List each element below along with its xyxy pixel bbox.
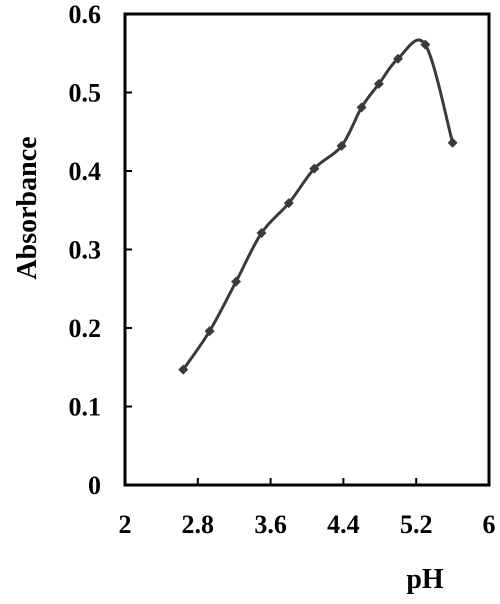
data-point (373, 78, 384, 89)
axes: 0 0.1 0.2 0.3 0.4 0.5 0.6 2 2.8 3.6 4.4 5.2 6 (69, 0, 496, 539)
x-tick-label: 5.2 (400, 510, 433, 539)
data-point (204, 326, 215, 337)
x-tick-label: 2 (119, 510, 132, 539)
data-point (231, 276, 242, 287)
x-tick-label: 4.4 (327, 510, 360, 539)
data-point (309, 163, 320, 174)
data-point (336, 140, 347, 151)
y-tick-label: 0 (88, 471, 101, 500)
y-tick-label: 0.1 (69, 393, 102, 422)
x-axis-title: pH (406, 564, 444, 595)
y-tick-label: 0.6 (69, 0, 102, 29)
x-tick-label: 2.8 (182, 510, 215, 539)
y-axis-title: Absorbance (12, 136, 43, 279)
data-point (393, 53, 403, 64)
y-tick-label: 0.4 (69, 157, 102, 186)
data-point (447, 137, 458, 148)
data-point (356, 102, 367, 113)
series-layer (178, 38, 458, 375)
data-point (420, 39, 431, 50)
data-point (256, 228, 267, 239)
y-tick-label: 0.3 (69, 236, 102, 265)
y-tick-label: 0.5 (69, 79, 102, 108)
plot-frame (123, 12, 491, 487)
data-point (283, 198, 294, 209)
y-tick-label: 0.2 (69, 314, 102, 343)
x-tick-label: 3.6 (254, 510, 287, 539)
data-point (178, 364, 189, 375)
series-line (181, 38, 455, 371)
labels: pH Absorbance (12, 136, 444, 595)
x-tick-label: 6 (483, 510, 496, 539)
